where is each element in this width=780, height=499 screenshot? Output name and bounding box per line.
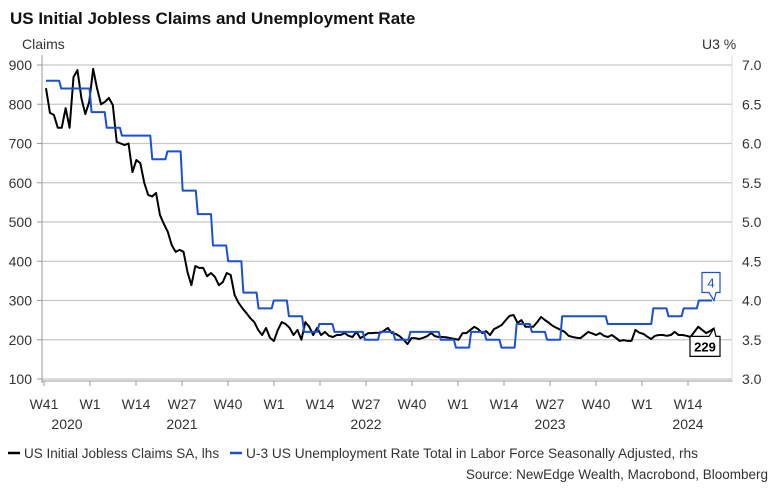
- y-right-tick-label: 5.5: [742, 175, 762, 191]
- series-lines: [45, 67, 715, 349]
- y-left-tick-label: 400: [9, 253, 33, 269]
- x-tick-label: W40: [214, 396, 243, 412]
- y-left-tick-label: 200: [9, 332, 33, 348]
- x-tick-label: W27: [536, 396, 565, 412]
- x-tick-label: W40: [398, 396, 427, 412]
- x-tick-label: W27: [352, 396, 381, 412]
- y-left-tick-label: 300: [9, 293, 33, 309]
- x-tick-label: W1: [80, 396, 101, 412]
- legend-label-unemployment: U-3 US Unemployment Rate Total in Labor …: [246, 446, 698, 461]
- gridlines: [37, 55, 733, 383]
- x-tick-label: W14: [122, 396, 151, 412]
- x-tick-label: W1: [264, 396, 285, 412]
- y-right-tick-label: 3.5: [742, 332, 762, 348]
- x-axis-ticks: W41 W1 W14 W27 W40 W1 W14 W27 W40 W1 W14 W27 W40 W1 W1…: [30, 381, 704, 432]
- x-tick-label: W1: [448, 396, 469, 412]
- legend-label-claims: US Initial Jobless Claims SA, lhs: [24, 446, 219, 461]
- x-tick-label: W41: [30, 396, 59, 412]
- left-axis-label: Claims: [22, 36, 65, 52]
- x-tick-label: W40: [582, 396, 611, 412]
- right-axis-ticks: 7.0 6.5 6.0 5.5 5.0 4.5 4.0 3.5 3.0: [742, 57, 762, 387]
- y-right-tick-label: 6.5: [742, 96, 762, 112]
- claims-last-value-label: 229: [694, 339, 716, 354]
- claims-line: [45, 67, 715, 346]
- last-value-callouts: 4 229: [689, 271, 721, 357]
- y-right-tick-label: 4.0: [742, 293, 762, 309]
- unemployment-rate-line: [46, 79, 712, 349]
- chart-title: US Initial Jobless Claims and Unemployme…: [10, 9, 415, 28]
- x-tick-label: W14: [674, 396, 703, 412]
- x-tick-label: W27: [168, 396, 197, 412]
- y-left-tick-label: 700: [9, 136, 33, 152]
- source-note: Source: NewEdge Wealth, Macrobond, Bloom…: [466, 467, 768, 482]
- legend: US Initial Jobless Claims SA, lhs U-3 US…: [8, 446, 698, 461]
- unemployment-last-value-box: [701, 271, 721, 303]
- x-tick-label: W1: [632, 396, 653, 412]
- x-year-label: 2024: [672, 416, 703, 432]
- x-tick-label: W14: [306, 396, 335, 412]
- left-axis-ticks: 900 800 700 600 500 400 300 200 100: [9, 57, 33, 387]
- x-year-label: 2021: [166, 416, 197, 432]
- y-left-tick-label: 100: [9, 371, 33, 387]
- unemployment-last-value-label: 4: [707, 276, 714, 291]
- claims-last-value-box: [689, 326, 721, 357]
- y-right-tick-label: 4.5: [742, 253, 762, 269]
- y-right-tick-label: 3.0: [742, 371, 762, 387]
- x-year-label: 2022: [350, 416, 381, 432]
- y-right-tick-label: 7.0: [742, 57, 762, 73]
- y-right-tick-label: 5.0: [742, 214, 762, 230]
- x-year-label: 2023: [534, 416, 565, 432]
- y-left-tick-label: 900: [9, 57, 33, 73]
- x-tick-label: W14: [490, 396, 519, 412]
- y-left-tick-label: 800: [9, 96, 33, 112]
- y-left-tick-label: 600: [9, 175, 33, 191]
- y-right-tick-label: 6.0: [742, 136, 762, 152]
- right-axis-label: U3 %: [702, 36, 736, 52]
- y-left-tick-label: 500: [9, 214, 33, 230]
- x-year-label: 2020: [51, 416, 82, 432]
